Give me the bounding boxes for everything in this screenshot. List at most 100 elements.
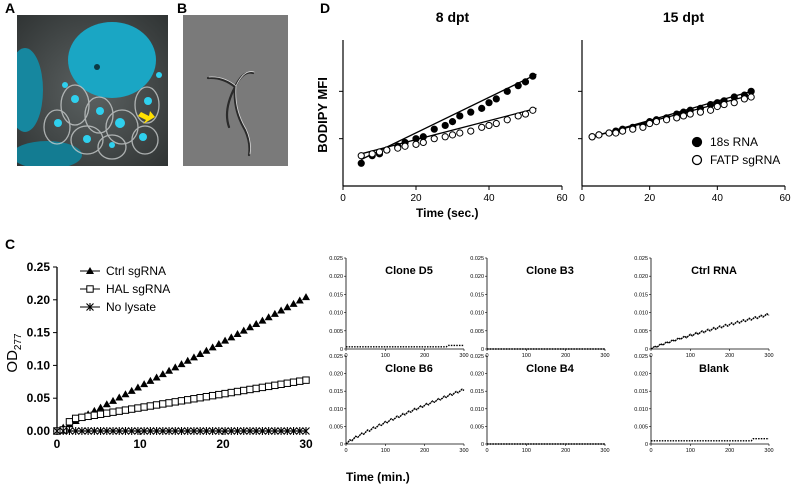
data-point	[503, 87, 511, 95]
y-tick-label: 0.010	[470, 311, 484, 317]
x-tick-label: 200	[420, 353, 429, 359]
data-point	[239, 427, 248, 435]
data-point	[90, 411, 99, 419]
x-tick-label: 300	[764, 353, 773, 359]
y-axis-label: BODIPY MFI	[315, 77, 330, 153]
data-point	[302, 293, 310, 301]
data-point	[246, 385, 254, 394]
data-point	[177, 397, 186, 405]
x-tick-label: 200	[561, 448, 570, 454]
x-tick-label: 300	[459, 353, 468, 359]
y-tick-label: 0.020	[634, 372, 648, 378]
data-point	[485, 99, 493, 107]
data-point	[478, 104, 486, 112]
y-tick-label: 0.015	[470, 389, 484, 395]
data-point	[133, 383, 142, 391]
data-point	[478, 123, 486, 131]
data-point	[146, 376, 155, 384]
data-point	[467, 127, 475, 135]
data-line	[651, 438, 769, 442]
data-point	[134, 427, 142, 435]
data-point	[646, 119, 654, 128]
data-point	[177, 360, 186, 368]
x-tick-label: 10	[133, 437, 147, 451]
data-point	[720, 100, 728, 109]
host-nucleus	[68, 22, 156, 98]
x-tick-label: 200	[725, 448, 734, 454]
data-point	[652, 118, 661, 126]
x-tick-label: 20	[644, 193, 656, 204]
legend-label: Ctrl sgRNA	[106, 264, 166, 278]
y-tick-label: 0.010	[470, 407, 484, 413]
y-tick-label: 0.15	[27, 326, 51, 340]
data-point	[258, 427, 267, 435]
arrow-icon	[138, 111, 155, 124]
plot-title: Clone D5	[385, 265, 433, 277]
data-point	[196, 350, 205, 358]
data-point	[412, 140, 420, 148]
plot-title: Ctrl RNA	[691, 265, 737, 277]
y-tick-label: 0.010	[329, 311, 343, 317]
data-point	[71, 427, 80, 435]
data-point	[165, 427, 173, 435]
data-point	[430, 125, 438, 133]
data-point	[289, 299, 298, 307]
data-point	[252, 427, 261, 435]
data-point	[258, 316, 267, 324]
data-point	[171, 363, 180, 371]
data-point	[221, 389, 229, 398]
data-point	[190, 395, 198, 403]
data-point	[252, 384, 260, 393]
legend-label: HAL sgRNA	[106, 282, 170, 296]
data-point	[394, 144, 402, 152]
data-point	[503, 116, 511, 124]
data-point	[102, 427, 111, 435]
x-axis-label: Time (sec.)	[416, 206, 478, 220]
data-point	[686, 110, 694, 118]
data-point	[401, 142, 409, 150]
data-point	[639, 123, 647, 131]
data-point	[456, 129, 464, 137]
y-tick-label: 0.015	[470, 292, 484, 298]
data-point	[612, 129, 620, 137]
y-tick-label: 0.10	[27, 358, 51, 372]
data-point	[277, 306, 286, 314]
data-point	[65, 427, 74, 435]
data-point	[152, 373, 161, 381]
data-point	[448, 118, 457, 126]
x-tick-label: 0	[649, 448, 652, 454]
data-point	[295, 296, 304, 304]
data-line	[346, 344, 464, 348]
x-tick-label: 0	[54, 437, 61, 451]
fit-line	[361, 107, 537, 155]
plot-title: 15 dpt	[663, 9, 705, 25]
data-point	[102, 400, 111, 408]
data-point	[158, 370, 167, 378]
data-point	[271, 381, 279, 390]
data-point	[706, 106, 715, 114]
data-point	[159, 400, 167, 408]
data-point	[109, 396, 118, 404]
data-point	[121, 406, 130, 414]
x-tick-label: 0	[344, 448, 347, 454]
data-point	[419, 138, 427, 147]
y-tick-label: 0.010	[329, 407, 343, 413]
data-point	[189, 353, 198, 361]
legend-label: 18s RNA	[710, 135, 758, 149]
data-point	[215, 390, 223, 399]
data-line	[345, 388, 465, 445]
data-point	[109, 408, 117, 416]
y-tick-label: 0.025	[634, 354, 648, 360]
y-tick-label: 0.010	[634, 407, 648, 413]
data-point	[165, 366, 174, 374]
x-tick-label: 100	[381, 353, 390, 359]
y-tick-label: 0.015	[634, 389, 648, 395]
data-point	[246, 427, 254, 435]
data-point	[53, 427, 61, 435]
data-point	[730, 99, 738, 107]
data-point	[109, 427, 117, 435]
data-point	[289, 427, 298, 435]
x-tick-label: 60	[779, 193, 791, 204]
x-tick-label: 60	[556, 193, 568, 204]
